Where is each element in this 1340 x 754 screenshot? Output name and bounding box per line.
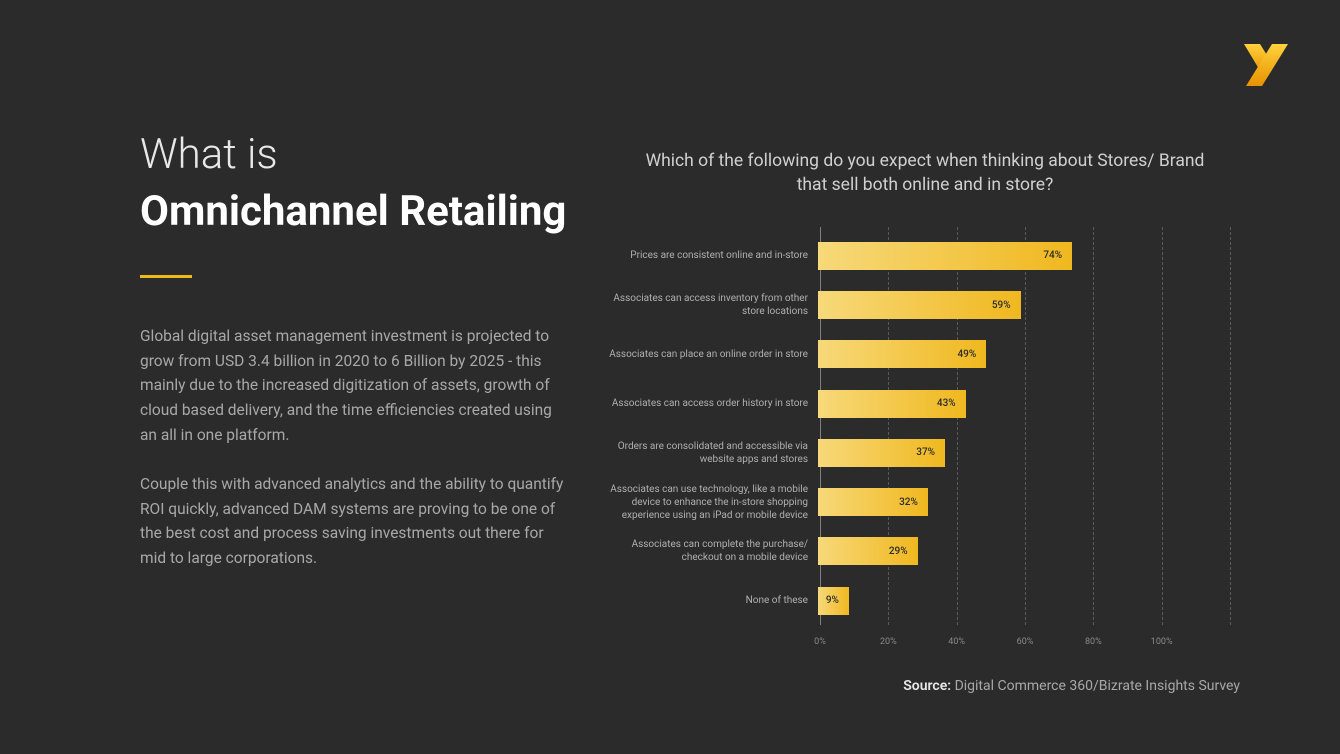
- bar-label: Orders are consolidated and accessible v…: [590, 440, 818, 466]
- brand-logo-icon: [1242, 40, 1290, 88]
- bar-track: 29%: [818, 537, 1230, 565]
- bar-track: 9%: [818, 587, 1230, 615]
- x-axis-label: 0%: [814, 637, 826, 647]
- source-text: Digital Commerce 360/Bizrate Insights Su…: [955, 678, 1240, 694]
- bar-track: 43%: [818, 390, 1230, 418]
- bar-row: None of these9%: [590, 583, 1230, 619]
- bar-label: Associates can use technology, like a mo…: [590, 483, 818, 522]
- bar: 29%: [818, 537, 918, 565]
- paragraph-2: Couple this with advanced analytics and …: [140, 472, 570, 571]
- accent-divider: [140, 275, 192, 278]
- bar-row: Orders are consolidated and accessible v…: [590, 435, 1230, 471]
- bar-label: Associates can complete the purchase/ ch…: [590, 538, 818, 564]
- title-bold: Omnichannel Retailing: [140, 186, 570, 239]
- bar-row: Associates can access order history in s…: [590, 386, 1230, 422]
- bar: 49%: [818, 340, 986, 368]
- bar: 32%: [818, 488, 928, 516]
- bar-row: Prices are consistent online and in-stor…: [590, 238, 1230, 274]
- bar-track: 32%: [818, 488, 1230, 516]
- title-thin: What is: [140, 130, 570, 180]
- x-axis-label: 100%: [1151, 637, 1173, 647]
- bar-label: Associates can place an online order in …: [590, 348, 818, 361]
- paragraph-1: Global digital asset management investme…: [140, 324, 570, 448]
- bar-label: Associates can access order history in s…: [590, 397, 818, 410]
- bar: 37%: [818, 439, 945, 467]
- bar-track: 59%: [818, 291, 1230, 319]
- bar-track: 74%: [818, 242, 1230, 270]
- bar-row: Associates can access inventory from oth…: [590, 287, 1230, 323]
- chart-title: Which of the following do you expect whe…: [590, 150, 1260, 197]
- bar: 59%: [818, 291, 1021, 319]
- bar-track: 49%: [818, 340, 1230, 368]
- x-axis-label: 20%: [880, 637, 897, 647]
- bar-chart: Prices are consistent online and in-stor…: [590, 227, 1260, 647]
- bar-track: 37%: [818, 439, 1230, 467]
- bar-row: Associates can place an online order in …: [590, 336, 1230, 372]
- bar-row: Associates can use technology, like a mo…: [590, 484, 1230, 520]
- bar-row: Associates can complete the purchase/ ch…: [590, 533, 1230, 569]
- bar-label: Associates can access inventory from oth…: [590, 292, 818, 318]
- x-axis-label: 40%: [948, 637, 965, 647]
- bar: 9%: [818, 587, 849, 615]
- bar-label: Prices are consistent online and in-stor…: [590, 249, 818, 262]
- bar-label: None of these: [590, 594, 818, 607]
- bar: 43%: [818, 390, 966, 418]
- x-axis-label: 60%: [1017, 637, 1034, 647]
- gridline: [1230, 227, 1231, 625]
- x-axis-label: 80%: [1085, 637, 1102, 647]
- text-panel: What is Omnichannel Retailing Global dig…: [140, 130, 570, 647]
- bar: 74%: [818, 242, 1072, 270]
- source-citation: Source: Digital Commerce 360/Bizrate Ins…: [903, 678, 1240, 694]
- source-prefix: Source:: [903, 678, 951, 694]
- chart-panel: Which of the following do you expect whe…: [590, 130, 1260, 647]
